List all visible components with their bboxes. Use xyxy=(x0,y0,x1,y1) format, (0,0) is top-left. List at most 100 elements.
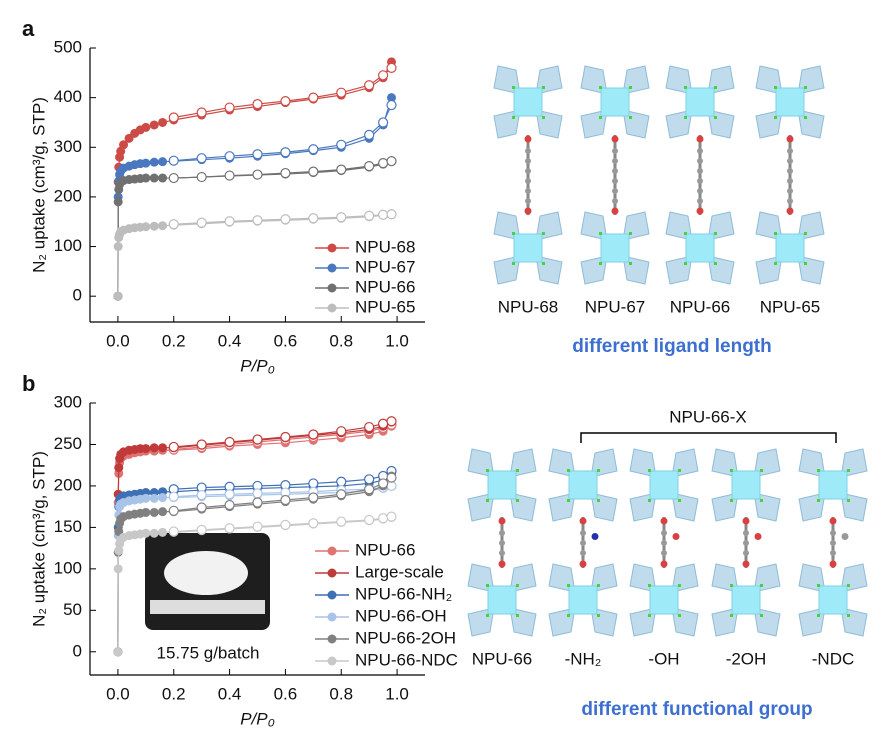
metal-atom xyxy=(542,232,545,235)
adsorption-point xyxy=(158,443,168,453)
desorption-point xyxy=(224,499,235,511)
desorption-point xyxy=(364,129,375,140)
metal-atom xyxy=(760,469,763,472)
x-axis-label: P/P₀ xyxy=(240,709,275,728)
adsorption-point xyxy=(141,507,151,517)
inset-caption: 15.75 g/batch xyxy=(156,643,259,662)
metal-atom xyxy=(847,499,850,502)
carbon xyxy=(661,540,667,546)
paddlewheel xyxy=(513,233,543,263)
panel-label: a xyxy=(22,16,35,41)
metal-atom xyxy=(817,584,820,587)
desorption-point xyxy=(386,480,397,492)
metal-atom xyxy=(714,232,717,235)
metal-atom xyxy=(597,469,600,472)
y-tick-label: 400 xyxy=(54,87,82,106)
oxygen xyxy=(579,517,587,525)
desorption-point xyxy=(378,117,389,128)
desorption-point xyxy=(336,476,347,487)
desorption-point xyxy=(196,489,207,501)
caption: different functional group xyxy=(581,699,812,720)
metal-atom xyxy=(678,499,681,502)
carbon xyxy=(525,158,531,164)
paddlewheel xyxy=(775,87,805,117)
paddlewheel xyxy=(685,87,715,117)
legend-marker xyxy=(327,568,337,578)
desorption-point xyxy=(378,70,389,81)
adsorption-point xyxy=(141,444,151,454)
desorption-point xyxy=(168,112,179,123)
desorption-point xyxy=(196,171,207,183)
paddlewheel xyxy=(731,470,761,500)
desorption-point xyxy=(364,421,375,433)
metal-atom xyxy=(599,86,602,89)
adsorption-point xyxy=(113,197,123,207)
adsorption-point xyxy=(158,527,168,537)
carbon xyxy=(612,188,618,194)
desorption-point xyxy=(386,99,397,111)
metal-atom xyxy=(629,116,632,119)
oxygen xyxy=(611,135,619,143)
desorption-point xyxy=(168,505,179,516)
metal-atom xyxy=(486,469,489,472)
desorption-point xyxy=(308,518,319,529)
carbon xyxy=(499,540,505,546)
carbon xyxy=(787,188,793,194)
metal-atom xyxy=(774,116,777,119)
substituent xyxy=(841,533,849,540)
adsorption-point xyxy=(113,564,123,574)
metal-atom xyxy=(597,499,600,502)
metal-atom xyxy=(516,614,519,617)
adsorption-point xyxy=(158,221,168,231)
metal-cluster xyxy=(629,448,699,522)
adsorption-point xyxy=(141,158,151,168)
y-tick-label: 200 xyxy=(54,475,82,494)
metal-atom xyxy=(847,614,850,617)
paddlewheel xyxy=(513,87,543,117)
desorption-point xyxy=(252,497,263,508)
desorption-point xyxy=(252,98,263,110)
oxygen xyxy=(829,517,837,525)
metal-atom xyxy=(847,469,850,472)
desorption-point xyxy=(252,434,263,445)
structure-label: NPU-67 xyxy=(585,297,645,316)
x-tick-label: 1.0 xyxy=(385,331,409,350)
metal-atom xyxy=(512,262,515,265)
metal-atom xyxy=(648,614,651,617)
substituent xyxy=(672,533,680,540)
legend-marker xyxy=(327,243,337,253)
x-tick-label: 0.6 xyxy=(274,684,298,703)
desorption-point xyxy=(252,521,263,532)
metal-atom xyxy=(542,262,545,265)
metal-atom xyxy=(730,469,733,472)
desorption-point xyxy=(336,516,347,527)
y-tick-label: 0 xyxy=(73,641,82,660)
adsorption-point xyxy=(141,173,151,183)
desorption-line xyxy=(173,104,393,162)
metal-atom xyxy=(567,499,570,502)
metal-atom xyxy=(714,116,717,119)
carbon xyxy=(661,530,667,536)
desorption-point xyxy=(378,513,389,524)
desorption-point xyxy=(196,439,207,450)
legend-label: NPU-66-NDC xyxy=(355,650,458,669)
metal-atom xyxy=(567,614,570,617)
desorption-point xyxy=(280,519,291,531)
desorption-point xyxy=(224,102,235,113)
paddlewheel xyxy=(487,585,517,615)
adsorption-point xyxy=(149,221,159,231)
structure-label: NPU-65 xyxy=(760,297,820,316)
oxygen xyxy=(660,517,668,525)
carbon xyxy=(743,550,749,556)
paddlewheel xyxy=(487,470,517,500)
desorption-point xyxy=(336,489,347,500)
carbon xyxy=(787,178,793,184)
metal-cluster xyxy=(798,563,868,637)
metal-cluster xyxy=(665,211,735,285)
carbon xyxy=(743,530,749,536)
x-tick-label: 1.0 xyxy=(385,684,409,703)
desorption-line xyxy=(173,477,392,512)
desorption-point xyxy=(308,213,319,224)
metal-atom xyxy=(648,584,651,587)
